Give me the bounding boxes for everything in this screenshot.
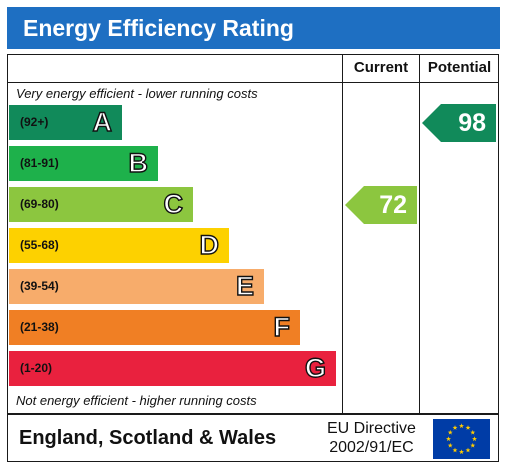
current-rating-arrow: 72 <box>345 186 417 224</box>
potential-arrow-shape <box>422 104 496 142</box>
current-column-header: Current <box>353 59 409 76</box>
rating-band-a: (92+) A <box>9 105 122 140</box>
flag-star-icon <box>470 442 476 448</box>
potential-column-header: Potential <box>427 59 492 76</box>
band-range-label: (1-20) <box>20 361 53 375</box>
flag-star-icon <box>465 425 471 430</box>
band-range-label: (39-54) <box>20 279 59 293</box>
title-banner: Energy Efficiency Rating <box>7 7 500 49</box>
band-letter: G <box>304 352 326 383</box>
band-range-label: (92+) <box>20 115 49 129</box>
band-range-label: (81-91) <box>20 156 59 170</box>
current-arrow-fill <box>345 186 417 224</box>
flag-star-icon <box>452 425 458 430</box>
rating-band-d: (55-68) D <box>9 228 229 263</box>
column-divider <box>419 54 420 414</box>
bottom-caption: Not energy efficient - higher running co… <box>16 393 257 408</box>
rating-band-f: (21-38) F <box>9 310 300 345</box>
potential-rating-arrow: 98 <box>422 104 496 142</box>
eu-directive: EU Directive 2002/91/EC <box>327 419 416 457</box>
current-arrow-shape <box>345 186 417 224</box>
flag-star-icon <box>459 423 464 429</box>
band-letter: C <box>163 188 184 219</box>
band-range-label: (55-68) <box>20 238 59 252</box>
potential-arrow-fill <box>422 104 496 142</box>
rating-band-b: (81-91) B <box>9 146 158 181</box>
flag-star-icon <box>465 447 471 453</box>
band-range-label: (21-38) <box>20 320 59 334</box>
band-letter: F <box>273 311 291 342</box>
rating-panel <box>7 54 499 414</box>
band-letter: D <box>199 229 220 260</box>
eu-flag-icon <box>433 419 490 459</box>
band-letter: E <box>235 270 254 301</box>
column-divider <box>342 54 343 414</box>
current-rating-value: 72 <box>379 191 407 219</box>
header-divider <box>7 82 499 83</box>
flag-star-icon <box>446 436 451 442</box>
directive-line-1: EU Directive <box>327 420 416 437</box>
flag-star-icon <box>470 429 476 435</box>
flag-star-icon <box>472 436 477 442</box>
top-caption: Very energy efficient - lower running co… <box>16 86 258 101</box>
footer <box>7 414 499 462</box>
rating-band-g: (1-20) G <box>9 351 336 386</box>
band-range-label: (69-80) <box>20 197 59 211</box>
band-letter: A <box>92 106 113 137</box>
flag-star-icon <box>447 442 453 448</box>
flag-star-icon <box>447 429 453 435</box>
flag-star-icon <box>459 449 464 455</box>
potential-rating-value: 98 <box>458 109 486 137</box>
directive-line-2: 2002/91/EC <box>329 439 414 456</box>
band-letter: B <box>128 147 149 178</box>
rating-band-e: (39-54) E <box>9 269 264 304</box>
rating-band-c: (69-80) C <box>9 187 193 222</box>
page-title: Energy Efficiency Rating <box>23 15 294 41</box>
region-label: England, Scotland & Wales <box>19 427 277 449</box>
flag-star-icon <box>452 447 458 453</box>
